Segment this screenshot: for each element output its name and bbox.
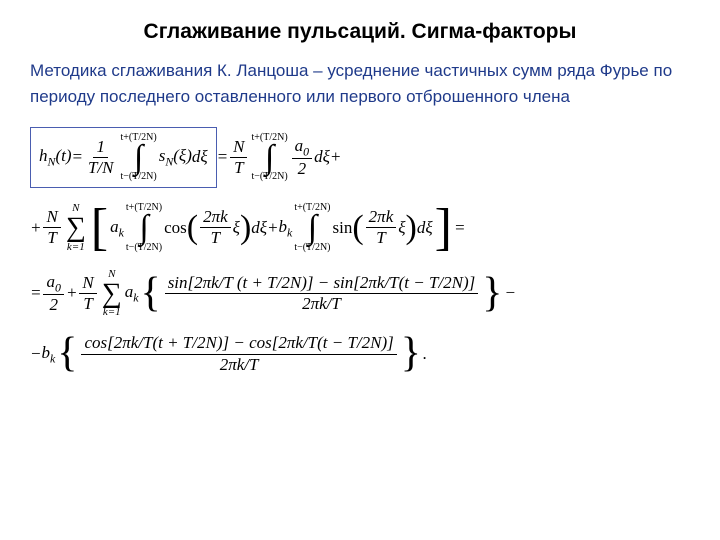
rparen-1: ) (240, 216, 251, 240)
sum-1: N ∑ k=1 (66, 202, 86, 254)
eq-sign-2: = (217, 147, 228, 167)
rbrace-2: } (401, 337, 421, 371)
sN-xi: sN(ξ) (159, 146, 192, 169)
bk-2: bk (41, 343, 55, 366)
eq-row-4: − bk { cos[2πk/T(t + T/2N)] − cos[2πk/T(… (30, 333, 690, 375)
lbrace-2: { (57, 337, 77, 371)
frac-a0-2b: a0 2 (43, 272, 63, 316)
boxed-part: hN(t) = 1 T/N t+(T/2N) ∫ t−(T/2N) sN(ξ) … (30, 127, 217, 188)
plus-2: + (267, 218, 278, 238)
integral-2: t+(T/2N) ∫ t−(T/2N) (251, 132, 287, 183)
dxi-3: dξ (251, 218, 267, 238)
frac-1-TN: 1 T/N (85, 137, 117, 179)
plus-1: + (330, 147, 341, 167)
plus-lead: + (30, 218, 41, 238)
bk-1: bk (279, 217, 293, 240)
integral-1: t+(T/2N) ∫ t−(T/2N) (121, 132, 157, 183)
sin-1: sin (333, 218, 353, 238)
hN: hN(t) (39, 146, 71, 169)
dxi-4: dξ (417, 218, 433, 238)
minus-lead: − (30, 344, 41, 364)
frac-2pik-T-1: 2πk T (200, 207, 231, 249)
frac-2pik-T-2: 2πk T (366, 207, 397, 249)
dxi-1: dξ (192, 147, 208, 167)
dxi-2: dξ (314, 147, 330, 167)
rparen-2: ) (406, 216, 417, 240)
eq-sign: = (71, 147, 82, 167)
ak-2: ak (125, 282, 139, 305)
frac-N-T-1: N T (230, 137, 247, 179)
plus-3: + (66, 283, 77, 303)
lparen-2: ( (352, 216, 363, 240)
frac-N-T-2: N T (43, 207, 60, 249)
equation-block: hN(t) = 1 T/N t+(T/2N) ∫ t−(T/2N) sN(ξ) … (30, 127, 690, 375)
rbracket: ] (435, 207, 452, 249)
page-title: Сглаживание пульсаций. Сигма-факторы (30, 20, 690, 44)
frac-a0-2: a0 2 (292, 136, 312, 180)
lbrace-1: { (141, 277, 161, 311)
xi-1: ξ (233, 218, 240, 238)
sum-2: N ∑ k=1 (102, 268, 122, 320)
frac-N-T-3: N T (79, 273, 96, 315)
integral-4: t+(T/2N) ∫ t−(T/2N) (294, 202, 330, 253)
lbracket: [ (91, 207, 108, 249)
ak-1: ak (110, 217, 124, 240)
integral-3: t+(T/2N) ∫ t−(T/2N) (126, 202, 162, 253)
eq-lead: = (30, 283, 41, 303)
rbrace-1: } (482, 277, 502, 311)
lparen-1: ( (187, 216, 198, 240)
intro-text: Методика сглаживания К. Ланцоша – усредн… (30, 58, 690, 109)
frac-cos: cos[2πk/T(t + T/2N)] − cos[2πk/T(t − T/2… (81, 333, 396, 375)
eq-end-1: = (454, 218, 465, 238)
cos-1: cos (164, 218, 187, 238)
frac-sin: sin[2πk/T (t + T/2N)] − sin[2πk/T(t − T/… (165, 273, 479, 315)
final-dot: . (423, 344, 427, 364)
xi-2: ξ (398, 218, 405, 238)
eq-row-1: hN(t) = 1 T/N t+(T/2N) ∫ t−(T/2N) sN(ξ) … (30, 127, 690, 188)
minus-1: − (504, 283, 515, 303)
eq-row-2: + N T N ∑ k=1 [ ak t+(T/2N) ∫ t−(T/2N) c… (30, 202, 690, 254)
eq-row-3: = a0 2 + N T N ∑ k=1 ak { sin[2πk/T (t +… (30, 268, 690, 320)
